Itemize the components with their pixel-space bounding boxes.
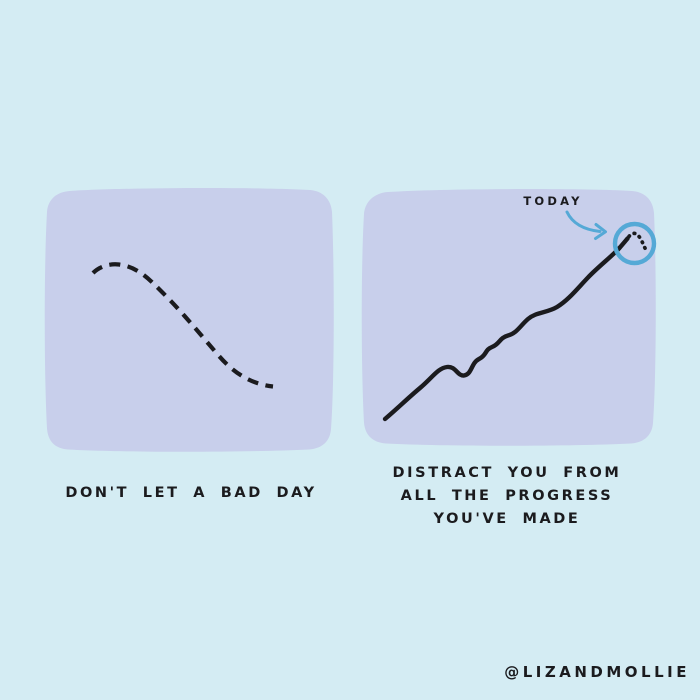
right-caption-line-3: YOU'VE MADE bbox=[433, 511, 581, 527]
today-label: TODAY bbox=[523, 194, 583, 208]
bad-day-dashed-line bbox=[91, 262, 274, 389]
right-panel bbox=[361, 189, 656, 446]
signature-handle: @LIZANDMOLLIE bbox=[504, 663, 690, 681]
right-panel-caption: DISTRACT YOU FROM ALL THE PROGRESS YOU'V… bbox=[352, 462, 662, 531]
right-caption-line-1: DISTRACT YOU FROM bbox=[392, 465, 622, 481]
today-arrowhead-icon bbox=[594, 223, 607, 240]
today-arrow-icon bbox=[565, 210, 602, 233]
progress-line bbox=[382, 236, 630, 422]
right-caption-line-2: ALL THE PROGRESS bbox=[400, 488, 614, 504]
highlight-circle bbox=[612, 221, 657, 266]
left-panel-caption: DON'T LET A BAD DAY bbox=[65, 485, 317, 501]
